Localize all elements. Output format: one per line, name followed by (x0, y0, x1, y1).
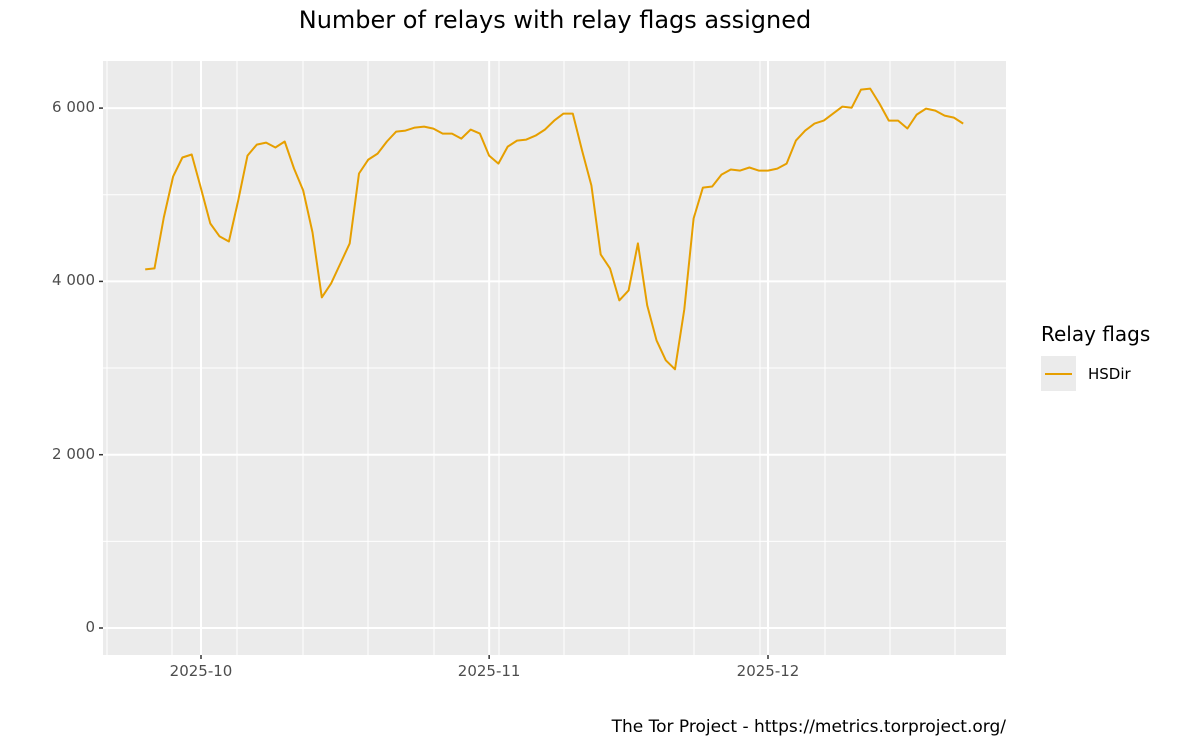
minor-gridlines (103, 61, 1006, 655)
hsdir-series-line (145, 87, 964, 371)
plot-panel (103, 61, 1006, 655)
legend-item-hsdir: HSDir (1041, 356, 1150, 391)
y-tick-label: 2 000 (52, 444, 95, 463)
x-tick-label: 2025-11 (457, 662, 521, 680)
legend-key (1041, 356, 1076, 391)
legend-label: HSDir (1088, 364, 1131, 383)
legend-line-icon (1045, 373, 1072, 375)
chart-caption: The Tor Project - https://metrics.torpro… (611, 717, 1006, 737)
major-gridlines (103, 61, 1006, 655)
x-tick-label: 2025-12 (736, 662, 800, 680)
y-tick-label: 0 (85, 618, 95, 636)
y-tick-label: 6 000 (52, 98, 95, 117)
legend-title: Relay flags (1041, 322, 1151, 346)
chart-title: Number of relays with relay flags assign… (298, 6, 812, 34)
axis-ticks (99, 107, 769, 659)
legend: Relay flags HSDir (1041, 322, 1150, 391)
x-tick-label: 2025-10 (169, 662, 233, 680)
y-tick-label: 4 000 (52, 271, 95, 290)
